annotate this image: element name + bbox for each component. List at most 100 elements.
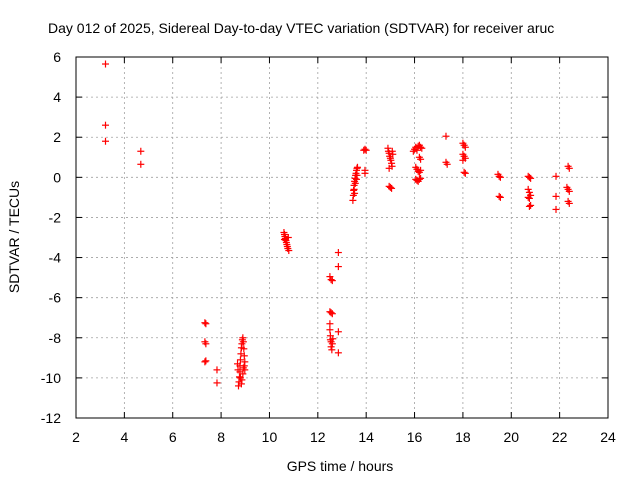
data-point (137, 160, 145, 168)
x-tick-label: 12 (310, 429, 326, 445)
data-point (236, 356, 244, 364)
data-point (353, 163, 361, 171)
data-point (280, 236, 288, 244)
data-point (213, 379, 221, 387)
x-axis-label: GPS time / hours (287, 458, 394, 474)
y-tick-label: 0 (53, 169, 61, 185)
x-tick-label: 2 (72, 429, 80, 445)
data-point (389, 150, 397, 158)
x-tick-label: 10 (262, 429, 278, 445)
data-point (327, 343, 335, 351)
data-point (351, 179, 359, 187)
data-point (102, 121, 110, 129)
y-tick-label: -10 (41, 370, 61, 386)
data-point (525, 173, 533, 181)
data-point (326, 273, 334, 281)
data-point (239, 370, 247, 378)
data-point (442, 132, 450, 140)
y-tick-labels: 6 4 2 0 -2 -4 -6 -8 -10 -12 (41, 49, 61, 426)
data-point (202, 320, 210, 328)
data-point (201, 358, 209, 366)
grid-lines (76, 57, 608, 418)
data-point (418, 144, 426, 152)
y-tick-label: 2 (53, 129, 61, 145)
data-point (213, 366, 221, 374)
data-point (353, 171, 361, 179)
data-point (415, 175, 423, 183)
data-point (285, 247, 293, 255)
data-point (351, 189, 359, 197)
data-point (236, 374, 244, 382)
data-point (240, 362, 248, 370)
data-point (334, 328, 342, 336)
data-point (326, 326, 334, 334)
data-point (240, 352, 248, 360)
data-point (362, 146, 370, 154)
data-point (237, 380, 245, 388)
data-point (417, 174, 425, 182)
plot-frame (75, 56, 609, 419)
x-tick-label: 6 (169, 429, 177, 445)
data-point (388, 184, 396, 192)
data-point (552, 192, 560, 200)
data-point (137, 147, 145, 155)
data-point (327, 309, 335, 317)
data-point (552, 172, 560, 180)
data-point (386, 183, 394, 191)
data-point (524, 193, 532, 201)
y-tick-label: -4 (49, 250, 62, 266)
data-point (240, 345, 248, 353)
data-point (387, 156, 395, 164)
y-tick-label: -12 (41, 410, 61, 426)
chart-title: Day 012 of 2025, Sidereal Day-to-day VTE… (48, 20, 554, 36)
data-point (565, 199, 573, 207)
data-point (334, 349, 342, 357)
data-point (496, 173, 504, 181)
data-point (527, 174, 535, 182)
data-point (525, 202, 533, 210)
data-point (327, 276, 335, 284)
data-point (328, 346, 336, 354)
data-points (102, 60, 573, 390)
data-point (527, 201, 535, 209)
data-point (459, 156, 467, 164)
data-point (565, 187, 573, 195)
data-point (329, 335, 337, 343)
data-point (234, 360, 242, 368)
data-point (102, 137, 110, 145)
x-tick-label: 22 (552, 429, 568, 445)
data-point (524, 185, 532, 193)
data-point (417, 155, 425, 163)
data-point (525, 188, 533, 196)
data-point (201, 319, 209, 327)
data-point (495, 172, 503, 180)
data-point (495, 192, 503, 200)
y-tick-label: -2 (49, 209, 62, 225)
y-tick-label: -8 (49, 330, 62, 346)
data-point (461, 143, 469, 151)
data-point (385, 164, 393, 172)
x-tick-labels: 2 4 6 8 10 12 14 16 18 20 22 24 (72, 429, 616, 445)
y-axis-label: SDTVAR / TECUs (6, 181, 22, 293)
data-point (202, 340, 210, 348)
data-point (361, 169, 369, 177)
data-point (417, 166, 425, 174)
y-tick-label: 6 (53, 49, 61, 65)
x-tick-label: 16 (407, 429, 423, 445)
data-point (239, 338, 247, 346)
x-tick-label: 8 (217, 429, 225, 445)
data-point (443, 160, 451, 168)
data-point (460, 168, 468, 176)
data-point (461, 169, 469, 177)
data-point (417, 143, 425, 151)
x-tick-label: 24 (600, 429, 616, 445)
x-tick-label: 4 (120, 429, 128, 445)
data-point (326, 320, 334, 328)
data-point (496, 193, 504, 201)
data-point (413, 146, 421, 154)
data-point (284, 234, 292, 241)
data-point (334, 263, 342, 271)
x-tick-label: 20 (503, 429, 519, 445)
